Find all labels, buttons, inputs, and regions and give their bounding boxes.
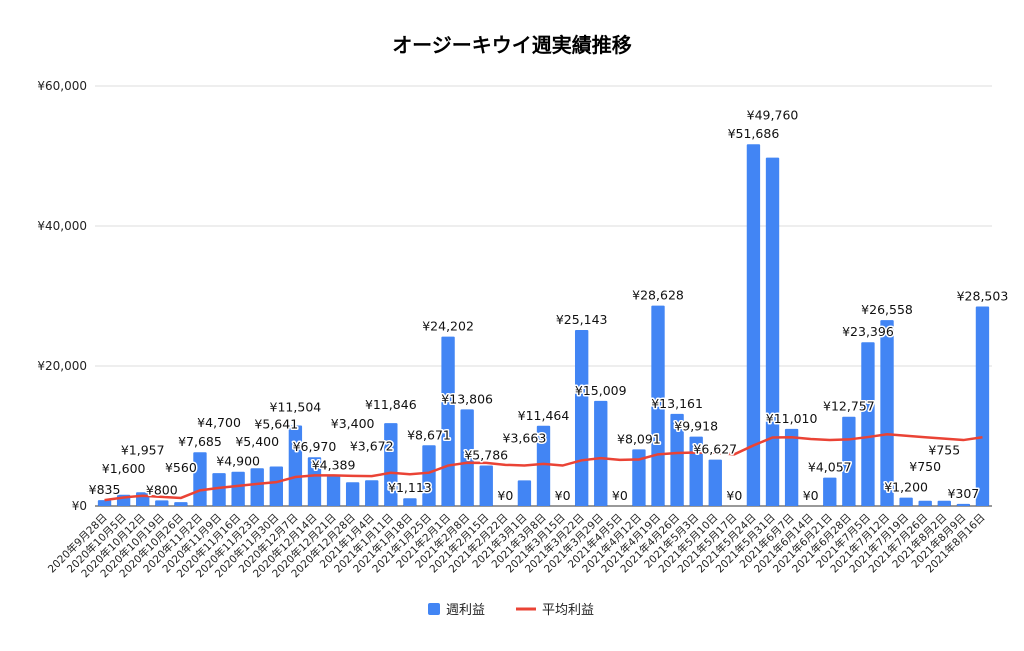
legend-label-weekly: 週利益 — [446, 603, 485, 618]
bar — [517, 480, 532, 506]
data-label: ¥4,389 — [312, 457, 356, 472]
data-label: ¥5,786 — [464, 447, 508, 462]
data-label: ¥755 — [928, 443, 960, 458]
data-label: ¥0 — [555, 488, 571, 503]
data-label: ¥1,957 — [121, 442, 165, 457]
bar — [345, 482, 360, 506]
data-label: ¥560 — [165, 460, 197, 475]
data-label: ¥1,113 — [388, 480, 432, 495]
data-label: ¥9,918 — [674, 419, 718, 434]
legend-label-average: 平均利益 — [542, 603, 594, 618]
bar — [269, 466, 283, 506]
data-label: ¥835 — [89, 482, 121, 497]
data-label: ¥0 — [497, 488, 513, 503]
bar — [441, 336, 455, 506]
data-label: ¥4,700 — [197, 415, 241, 430]
y-tick-label: ¥0 — [72, 499, 87, 513]
y-tick-label: ¥20,000 — [37, 359, 87, 373]
bar — [307, 457, 322, 506]
data-label: ¥11,846 — [365, 397, 417, 412]
bar — [975, 306, 990, 506]
data-label: ¥6,970 — [293, 439, 337, 454]
bar — [708, 459, 722, 506]
bar — [326, 475, 341, 506]
bar — [231, 471, 245, 506]
bar — [174, 502, 188, 506]
bar — [574, 329, 589, 506]
bar — [422, 445, 436, 506]
bar — [212, 473, 226, 506]
data-label: ¥26,558 — [861, 302, 913, 317]
data-label: ¥28,503 — [957, 288, 1009, 303]
data-label: ¥11,464 — [518, 408, 570, 423]
data-label: ¥0 — [726, 488, 742, 503]
average-line — [104, 433, 983, 502]
data-label: ¥13,161 — [651, 396, 703, 411]
data-label: ¥3,400 — [331, 416, 375, 431]
data-label: ¥1,200 — [884, 480, 928, 495]
data-label: ¥6,627 — [693, 442, 737, 457]
chart-title: オージーキウイ週実績推移 — [392, 33, 632, 57]
bar — [880, 320, 894, 506]
bar — [861, 342, 875, 506]
bar — [594, 400, 608, 506]
bar — [97, 500, 112, 506]
data-label: ¥12,757 — [823, 399, 875, 414]
legend: 週利益 平均利益 — [428, 603, 594, 618]
bar — [784, 428, 799, 506]
data-label: ¥25,143 — [556, 312, 608, 327]
bar — [250, 468, 264, 506]
data-label: ¥8,671 — [407, 427, 451, 442]
data-label: ¥11,504 — [270, 399, 322, 414]
data-label: ¥0 — [803, 488, 819, 503]
bar — [670, 413, 684, 506]
bar — [288, 425, 303, 506]
data-label: ¥7,685 — [178, 434, 222, 449]
data-label: ¥28,628 — [632, 288, 684, 303]
data-label: ¥4,057 — [808, 460, 852, 475]
bar — [403, 498, 417, 506]
bar — [899, 497, 913, 506]
bar — [384, 423, 398, 506]
y-tick-label: ¥40,000 — [37, 219, 87, 233]
bar — [632, 449, 646, 506]
data-label: ¥1,600 — [102, 461, 146, 476]
data-label: ¥750 — [909, 459, 941, 474]
data-label: ¥3,663 — [503, 430, 547, 445]
data-label: ¥13,806 — [441, 391, 493, 406]
y-tick-label: ¥60,000 — [37, 79, 87, 93]
legend-swatch-bar — [428, 603, 440, 615]
data-label: ¥11,010 — [766, 411, 818, 426]
data-label: ¥3,672 — [350, 438, 394, 453]
data-label: ¥15,009 — [575, 383, 627, 398]
data-label: ¥24,202 — [422, 319, 474, 334]
data-label: ¥0 — [612, 488, 628, 503]
data-label: ¥8,091 — [617, 431, 661, 446]
bar — [155, 500, 169, 506]
bar — [746, 144, 761, 506]
bar — [765, 157, 780, 506]
bar — [479, 465, 493, 506]
data-label: ¥5,641 — [254, 417, 298, 432]
bar — [689, 436, 703, 506]
bar — [823, 477, 837, 506]
data-label: ¥51,686 — [728, 126, 780, 141]
data-label: ¥5,400 — [235, 434, 279, 449]
bar — [365, 480, 379, 506]
bar — [460, 409, 474, 506]
bar — [937, 500, 951, 506]
bar — [956, 503, 971, 506]
bar — [918, 500, 932, 506]
data-label: ¥800 — [146, 482, 178, 497]
data-label: ¥23,396 — [842, 324, 894, 339]
data-label: ¥307 — [947, 486, 979, 501]
data-label: ¥4,900 — [216, 454, 260, 469]
data-label: ¥49,760 — [747, 108, 799, 123]
bar — [536, 425, 551, 506]
